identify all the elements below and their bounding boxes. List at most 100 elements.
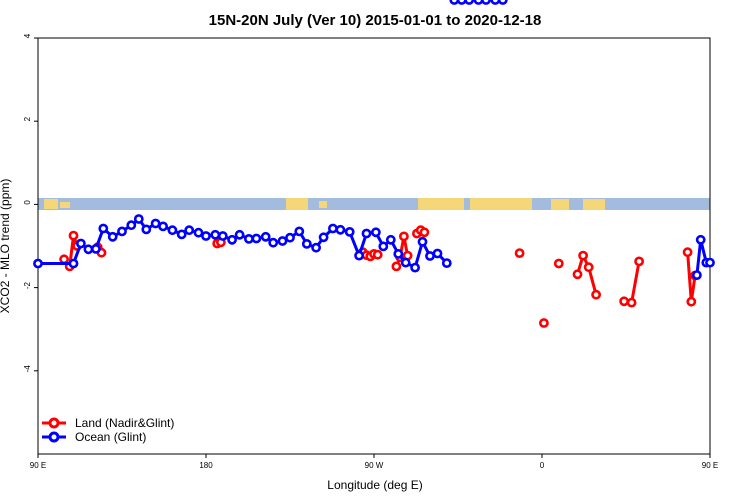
legend-ocean-label: Ocean (Glint) [75, 430, 146, 444]
series-ocean-point [417, 236, 428, 247]
series-ocean-point [327, 223, 338, 234]
series-ocean-point [91, 243, 101, 254]
x-tick-label: 90 W [365, 461, 384, 470]
series-ocean-point [385, 234, 396, 245]
map-land-patch [44, 199, 58, 209]
series-land-point [591, 289, 601, 300]
series-ocean-point [68, 258, 79, 269]
series-land-point [572, 269, 583, 280]
legend: Land (Nadir&Glint) Ocean (Glint) [42, 416, 174, 444]
map-land-patch [418, 198, 464, 210]
series-ocean-point [311, 242, 321, 253]
series-ocean-point [217, 231, 228, 241]
series-land-line [576, 254, 598, 296]
series-ocean-point [251, 233, 262, 244]
series-ocean-point [243, 233, 254, 244]
y-tick-label: -2 [23, 281, 32, 289]
series-ocean-point [141, 224, 152, 235]
series-ocean-point [490, 0, 501, 5]
chart-title: 15N-20N July (Ver 10) 2015-01-01 to 2020… [209, 12, 542, 29]
series-ocean-point [695, 234, 706, 245]
series-ocean-point [335, 224, 346, 235]
series-land-point [619, 296, 629, 307]
series-ocean-point [481, 0, 491, 5]
series-ocean-point [285, 232, 295, 243]
series-layer [33, 0, 715, 328]
series-ocean-point [176, 229, 187, 240]
map-land-patch [60, 202, 70, 208]
series-ocean-point [473, 0, 484, 5]
series-ocean-point [117, 226, 127, 237]
series-ocean-point [83, 244, 94, 255]
series-land-point [539, 318, 549, 328]
series-ocean-point [98, 223, 109, 234]
x-tick-label: 0 [540, 461, 545, 470]
x-tick-label: 90 E [702, 461, 718, 470]
series-land-line [623, 261, 641, 305]
x-axis: 90 E 180 90 W 0 90 E [30, 454, 718, 470]
series-ocean-point [705, 257, 715, 268]
map-land-patch [319, 201, 327, 208]
series-ocean-point [370, 227, 381, 238]
series-ocean-point [318, 232, 329, 243]
series-ocean-point [193, 227, 204, 238]
series-ocean-point [158, 221, 168, 232]
series-ocean-point [126, 220, 137, 231]
series-land-point [59, 254, 69, 265]
series-ocean [33, 0, 715, 280]
series-ocean-point [378, 241, 389, 252]
series-ocean-point [344, 226, 355, 237]
series-land-point [583, 262, 594, 273]
series-ocean-point [150, 218, 161, 229]
x-tick-label: 90 E [30, 461, 46, 470]
series-ocean-point [210, 229, 221, 240]
series-land-point [372, 249, 383, 260]
series-land-line [395, 234, 410, 267]
y-axis: -4 -2 0 2 4 [23, 33, 38, 372]
series-ocean-point [456, 0, 467, 5]
series-ocean-point [432, 248, 443, 259]
series-land-point [634, 256, 644, 267]
series-ocean-point [497, 0, 508, 5]
series-land-point [398, 231, 409, 242]
series-land-point [578, 250, 588, 261]
y-tick-label: 2 [23, 116, 32, 121]
series-land-point [686, 296, 697, 307]
series-ocean-point [268, 237, 279, 248]
map-land-patch [551, 199, 569, 210]
legend-ocean-marker [48, 431, 60, 443]
series-ocean-point [361, 228, 372, 239]
series-ocean-point [449, 0, 460, 5]
series-ocean-point [201, 231, 211, 241]
series-ocean-point [33, 258, 43, 269]
series-ocean-point [234, 229, 245, 240]
map-land-patch [583, 199, 605, 210]
series-land-point [682, 247, 693, 258]
series-ocean-point [464, 0, 475, 5]
legend-land-marker [48, 417, 60, 429]
series-ocean-point [294, 226, 305, 237]
map-ocean [38, 198, 710, 210]
x-axis-label: Longitude (deg E) [327, 478, 422, 492]
series-land-point [391, 261, 402, 272]
plot-frame [37, 37, 711, 455]
series-ocean-point [441, 258, 452, 268]
series-land-point [68, 230, 79, 241]
map-land-patch [470, 198, 532, 210]
series-ocean-point [277, 236, 288, 246]
series-ocean-point [227, 234, 237, 245]
series-ocean-point [410, 262, 420, 273]
series-ocean-point [354, 250, 364, 261]
series-ocean-line [695, 238, 710, 276]
series-ocean-point [76, 238, 86, 249]
y-tick-label: 0 [23, 200, 32, 205]
series-ocean-point [400, 257, 411, 268]
series-land-point [514, 248, 525, 258]
x-tick-label: 180 [199, 461, 213, 470]
series-ocean-point [692, 270, 702, 280]
series-ocean-point [425, 251, 435, 261]
legend-land-label: Land (Nadir&Glint) [75, 416, 174, 430]
series-ocean-point [184, 225, 195, 236]
series-ocean-point [133, 214, 144, 224]
